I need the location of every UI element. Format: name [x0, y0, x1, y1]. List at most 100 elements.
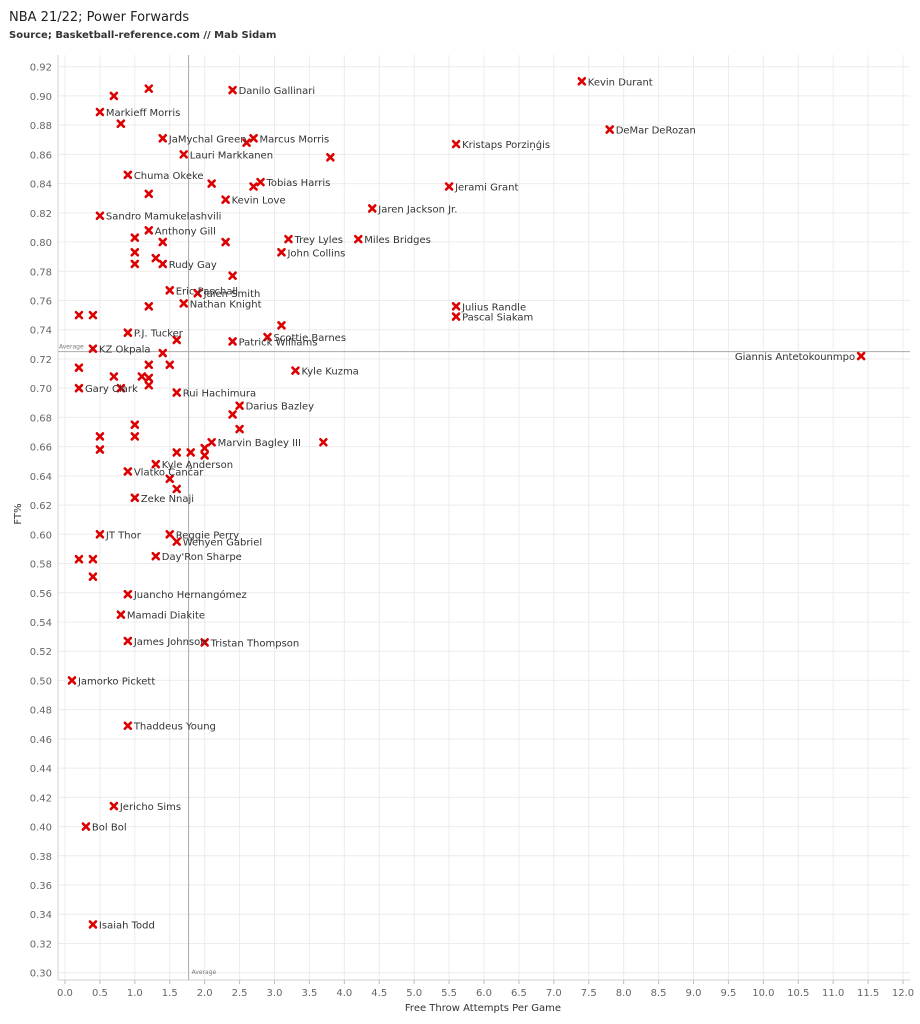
y-axis-label: FT%	[13, 503, 24, 524]
data-point	[123, 636, 133, 646]
data-point	[367, 204, 377, 213]
y-tick-label: 0.32	[30, 939, 52, 950]
data-point	[144, 189, 154, 199]
data-point	[130, 247, 140, 257]
data-point	[158, 348, 168, 358]
point-label: Anthony Gill	[155, 226, 216, 237]
x-tick-label: 12.0	[892, 988, 914, 999]
data-point	[228, 85, 237, 95]
data-point	[144, 302, 154, 311]
point-label: Danilo Gallinari	[239, 86, 316, 97]
x-tick-label: 8.0	[616, 988, 632, 999]
data-point	[123, 467, 133, 476]
point-label: Lauri Markkanen	[190, 150, 273, 161]
data-point	[242, 138, 251, 147]
point-label: Julius Randle	[461, 302, 526, 313]
reference-lines: Average Average	[58, 55, 910, 980]
data-point	[451, 312, 461, 321]
data-point	[179, 150, 189, 159]
data-point	[95, 432, 105, 441]
point-label: Isaiah Todd	[99, 920, 155, 931]
x-tick-label: 10.5	[787, 988, 809, 999]
data-point	[577, 77, 587, 86]
data-point	[186, 448, 195, 457]
data-point	[109, 372, 119, 381]
data-point	[228, 410, 237, 419]
data-point	[116, 610, 126, 619]
data-point	[109, 801, 119, 811]
point-label: Kristaps Porziņģis	[462, 140, 550, 151]
x-tick-label: 5.5	[441, 988, 457, 999]
point-label: Miles Bridges	[364, 235, 431, 246]
chart-subtitle: Source; Basketball-reference.com // Mab …	[9, 30, 277, 41]
data-point	[144, 360, 154, 370]
data-point	[130, 493, 140, 503]
data-point	[130, 259, 140, 269]
data-point	[123, 170, 133, 180]
point-label: Eric Paschall	[176, 286, 238, 297]
data-point	[444, 182, 454, 191]
data-point	[221, 237, 230, 247]
y-tick-label: 0.36	[30, 881, 52, 892]
point-label: P.J. Tucker	[134, 329, 184, 340]
data-point	[144, 84, 154, 93]
point-label: Marcus Morris	[260, 134, 330, 145]
x-tick-label: 8.5	[651, 988, 667, 999]
x-tick-label: 4.5	[371, 988, 387, 999]
x-tick-label: 2.0	[197, 988, 213, 999]
point-label: Darius Bazley	[246, 402, 315, 413]
point-label: Rui Hachimura	[183, 389, 256, 400]
data-point	[144, 373, 154, 383]
chart-title: NBA 21/22; Power Forwards	[9, 10, 190, 25]
data-point	[605, 125, 615, 134]
y-tick-label: 0.54	[30, 618, 52, 629]
point-label: Thaddeus Young	[133, 722, 216, 733]
data-point	[451, 139, 461, 149]
x-tick-label: 1.0	[127, 988, 143, 999]
data-point	[151, 253, 161, 263]
y-tick-label: 0.44	[30, 764, 52, 775]
point-label: DeMar DeRozan	[616, 126, 696, 137]
x-average-label: Average	[192, 969, 217, 976]
data-point	[207, 437, 216, 447]
data-point	[130, 233, 140, 242]
y-tick-label: 0.88	[30, 121, 52, 132]
data-point	[172, 448, 182, 457]
data-point	[207, 179, 216, 188]
x-tick-label: 2.5	[232, 988, 248, 999]
data-point	[88, 572, 98, 581]
data-point	[123, 328, 133, 337]
x-tick-label: 5.0	[406, 988, 422, 999]
data-point	[130, 420, 140, 430]
data-point	[291, 366, 300, 375]
data-point	[165, 474, 175, 484]
data-point	[326, 152, 335, 162]
data-point	[151, 551, 161, 561]
point-label: Day'Ron Sharpe	[162, 552, 242, 563]
point-label: Tristan Thompson	[210, 638, 300, 649]
x-axis-ticks: 0.0 0.5 1.0 1.5 2.0 2.5 3.0 3.5 4.0 4.5 5.0 5.5 6.0 6…	[57, 988, 914, 999]
point-label: Patrick Williams	[239, 337, 318, 348]
data-point	[353, 234, 363, 244]
data-point	[172, 537, 182, 546]
y-tick-label: 0.62	[30, 501, 52, 512]
point-label: James Johnson	[133, 637, 207, 648]
point-label: Chuma Okeke	[134, 171, 204, 182]
y-axis-ticks: 0.30 0.32 0.34 0.36 0.38 0.40 0.42 0.44 0.46 0.48…	[30, 63, 52, 980]
data-point	[235, 401, 244, 411]
y-tick-label: 0.38	[30, 852, 52, 863]
data-point	[67, 676, 77, 685]
x-tick-label: 7.0	[546, 988, 562, 999]
x-tick-label: 4.0	[336, 988, 352, 999]
point-label: Jamorko Pickett	[77, 676, 155, 687]
data-point	[249, 182, 258, 191]
y-tick-label: 0.56	[30, 589, 52, 600]
y-tick-label: 0.42	[30, 793, 52, 804]
data-point	[249, 133, 258, 143]
point-label: Scottie Barnes	[274, 333, 347, 344]
data-point	[74, 383, 84, 393]
data-point	[158, 259, 168, 269]
data-point	[116, 383, 126, 393]
data-point	[172, 335, 182, 345]
point-label: Juancho Hernangómez	[133, 589, 247, 601]
